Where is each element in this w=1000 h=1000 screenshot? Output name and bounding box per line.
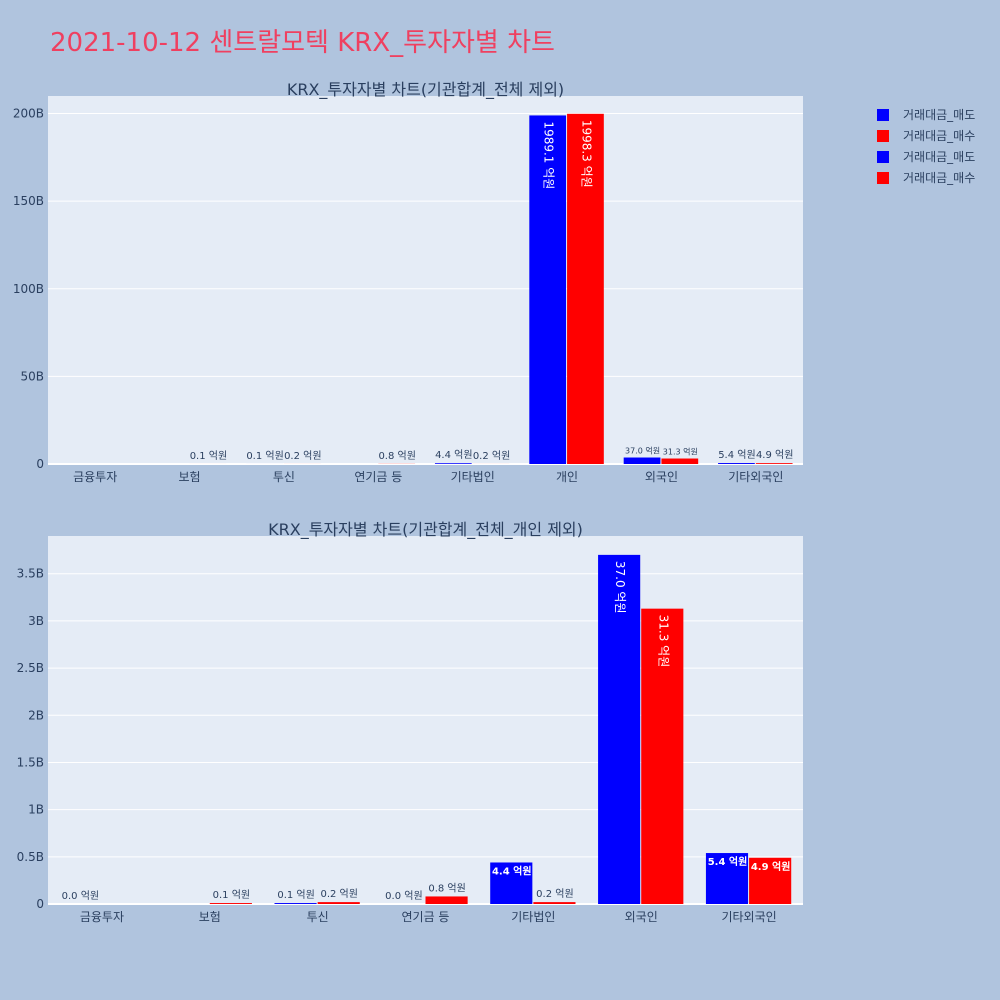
chart-title: KRX_투자자별 차트(기관합계_전체_개인 제외) [268,520,583,540]
data-label: 0.1 억원 [246,450,283,462]
x-tick-label: 보험 [199,910,221,924]
legend-label: 거래대금_매도 [903,150,975,164]
bar [209,903,252,904]
data-label: 0.0 억원 [385,890,422,902]
y-tick-label: 50B [20,369,44,383]
plot-background [48,96,803,464]
data-label: 0.2 억원 [536,888,573,900]
data-label: 0.1 억원 [277,889,314,901]
bar [718,463,755,464]
y-tick-label: 200B [13,107,44,121]
x-tick-label: 개인 [556,470,578,484]
y-tick-label: 3.5B [17,567,44,581]
legend-label: 거래대금_매도 [903,108,975,122]
plot-background [48,536,803,904]
x-tick-label: 연기금 등 [354,470,402,484]
chart-panel-1: 0 50B 100B 150B 200B KRX_투자자별 차트(기관합계_전체 제외) 금… [13,80,803,484]
y-tick-label: 2.5B [17,661,44,675]
bar [623,457,661,464]
y-tick-label: 1.5B [17,755,44,769]
data-label: 4.9 억원 [756,449,793,461]
legend-label: 거래대금_매수 [903,171,975,185]
legend-swatch[interactable] [877,109,889,121]
data-label: 0.1 억원 [190,450,227,462]
bar [598,554,641,904]
legend-item[interactable]: 거래대금_매수 [877,171,975,185]
bar [533,902,576,904]
data-label: 5.4 억원 [708,855,748,868]
x-tick-label: 기타법인 [451,470,495,484]
data-label: 0.8 억원 [428,882,465,894]
data-label: 37.0 억원 [625,446,660,456]
legend-swatch[interactable] [877,151,889,163]
data-label: 1998.3 억원 [579,120,593,188]
legend-swatch[interactable] [877,172,889,184]
y-tick-label: 2B [28,708,44,722]
data-label: 37.0 억원 [613,561,627,614]
bar [661,458,699,464]
data-label: 0.0 억원 [62,890,99,902]
data-label: 0.2 억원 [473,450,510,462]
y-tick-label: 0 [36,897,44,911]
x-tick-label: 투신 [307,910,329,924]
y-tick-label: 0 [36,457,44,471]
data-label: 0.2 억원 [320,888,357,900]
data-label: 31.3 억원 [656,615,670,668]
bar [425,896,468,904]
legend-item[interactable]: 거래대금_매도 [877,150,975,164]
data-label: 31.3 억원 [663,447,698,457]
x-tick-label: 금융투자 [80,910,124,924]
x-tick-label: 기타법인 [511,910,555,924]
bar [755,463,793,464]
data-label: 0.1 억원 [213,889,250,901]
bar [641,608,684,904]
data-label: 4.4 억원 [492,864,532,877]
x-tick-label: 외국인 [645,470,678,484]
data-label: 0.8 억원 [378,450,415,462]
page-title: 2021-10-12 센트랄모텍 KRX_투자자별 차트 [50,28,555,58]
x-tick-label: 투신 [273,470,295,484]
chart-title: KRX_투자자별 차트(기관합계_전체 제외) [287,80,564,100]
bar [434,463,472,464]
legend-item[interactable]: 거래대금_매수 [877,129,975,143]
x-tick-label: 외국인 [625,910,658,924]
bar [567,113,604,464]
legend-swatch[interactable] [877,130,889,142]
x-tick-label: 보험 [179,470,201,484]
data-label: 4.4 억원 [435,449,472,461]
data-label: 4.9 억원 [751,860,791,873]
data-label: 5.4 억원 [718,449,755,461]
data-label: 0.2 억원 [284,450,321,462]
bar [705,853,749,904]
bar [529,115,567,465]
bar [749,857,792,904]
bar [317,902,360,904]
x-tick-label: 기타외국인 [721,910,776,924]
x-tick-label: 기타외국인 [728,470,783,484]
bar [490,862,533,904]
y-tick-label: 1B [28,803,44,817]
legend-label: 거래대금_매수 [903,129,975,143]
y-tick-label: 150B [13,194,44,208]
x-tick-label: 연기금 등 [402,910,450,924]
y-tick-label: 0.5B [17,850,44,864]
bar [274,903,317,904]
x-tick-label: 금융투자 [73,470,117,484]
y-tick-label: 3B [28,614,44,628]
legend-item[interactable]: 거래대금_매도 [877,108,975,122]
data-label: 1989.1 억원 [542,121,556,189]
chart-panel-2: 0 0.5B 1B 1.5B 2B 2.5B 3B 3.5B KRX_투자자별 차트(기관합계_… [17,520,803,924]
y-tick-label: 100B [13,282,44,296]
